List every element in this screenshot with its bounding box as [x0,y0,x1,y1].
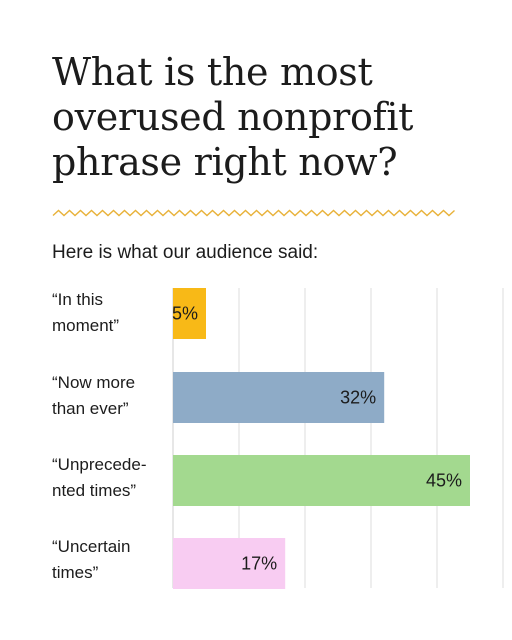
bar [173,538,286,589]
zigzag-line [52,209,455,217]
category-label-line: “In this [52,290,104,309]
bar-layer [173,288,470,589]
category-label-line: “Now more [52,373,136,392]
bar [173,455,470,506]
category-label-line: times” [52,563,99,582]
zigzag-divider [52,209,455,217]
category-label: “In this moment” [52,287,172,339]
category-label-line: “Uncertain [52,537,131,556]
chart-title: What is the most overused nonprofit phra… [52,50,472,185]
value-label: 32% [340,388,376,408]
category-label: “Unprecede- nted times” [52,452,172,504]
chart-title-line: phrase right now? [52,140,398,184]
value-label-layer: 5% 32% 45% 17% [172,304,462,574]
chart-title-line: What is the most [52,50,373,94]
bar [173,288,206,339]
category-label-line: “Unprecede- [52,455,147,474]
category-label: “Uncertain times” [52,534,172,586]
bar [173,372,385,423]
value-label: 5% [172,304,198,324]
value-label: 17% [241,554,277,574]
chart-title-line: overused nonprofit [52,95,414,139]
category-label-line: nted times” [52,481,137,500]
category-label: “Now more than ever” [52,370,172,422]
category-label-line: moment” [52,316,120,335]
category-label-line: than ever” [52,399,129,418]
chart-subtitle: Here is what our audience said: [52,242,319,263]
value-label: 45% [426,471,462,491]
